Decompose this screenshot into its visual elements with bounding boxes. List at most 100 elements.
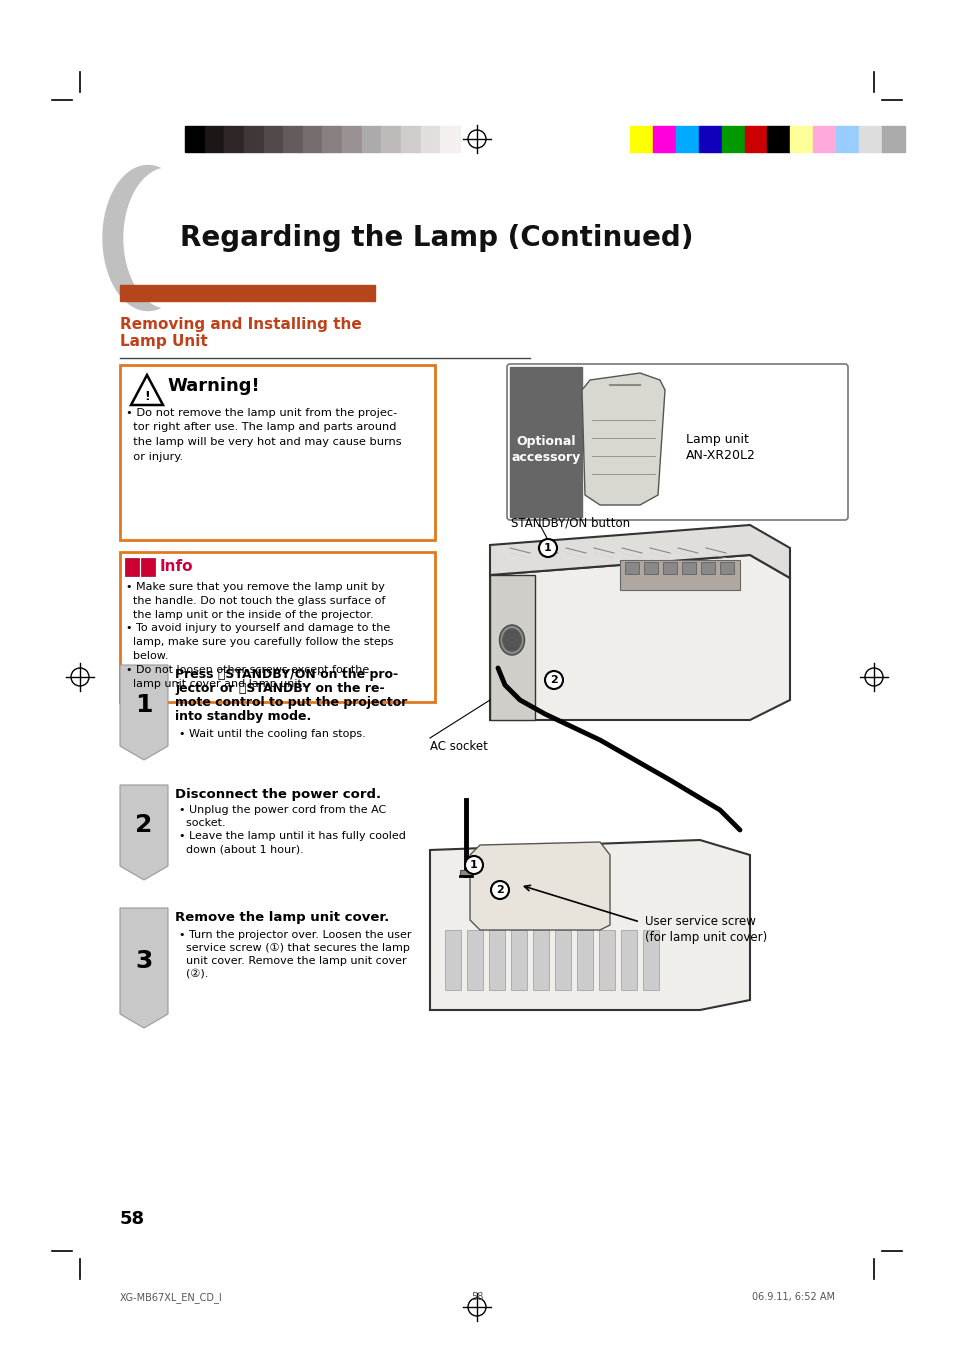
Text: 1: 1 (543, 543, 551, 553)
Bar (244, 126, 263, 153)
Bar (283, 126, 302, 153)
Text: tor right after use. The lamp and parts around: tor right after use. The lamp and parts … (126, 423, 396, 432)
Circle shape (491, 881, 509, 898)
Circle shape (464, 857, 482, 874)
Bar (467, 929, 482, 990)
Bar (598, 929, 615, 990)
Text: mote control to put the projector: mote control to put the projector (174, 696, 407, 709)
Bar (302, 126, 322, 153)
Bar (224, 126, 244, 153)
Text: • Unplug the power cord from the AC: • Unplug the power cord from the AC (179, 805, 386, 815)
Text: the lamp will be very hot and may cause burns: the lamp will be very hot and may cause … (126, 436, 401, 447)
Text: • Wait until the cooling fan stops.: • Wait until the cooling fan stops. (179, 730, 365, 739)
Bar (555, 929, 571, 990)
Text: • To avoid injury to yourself and damage to the: • To avoid injury to yourself and damage… (126, 623, 390, 634)
Text: • Make sure that you remove the lamp unit by: • Make sure that you remove the lamp uni… (126, 582, 384, 592)
Bar (400, 126, 420, 153)
Bar (420, 126, 440, 153)
Text: socket.: socket. (179, 817, 226, 828)
Text: Press ⓈSTANDBY/ON on the pro-: Press ⓈSTANDBY/ON on the pro- (174, 667, 397, 681)
Bar (440, 126, 459, 153)
Text: • Leave the lamp until it has fully cooled: • Leave the lamp until it has fully cool… (179, 831, 405, 842)
Polygon shape (490, 555, 789, 720)
Bar (859, 126, 882, 153)
Bar (652, 126, 675, 153)
Circle shape (538, 539, 557, 557)
Bar (882, 126, 904, 153)
Text: XG-MB67XL_EN_CD_I: XG-MB67XL_EN_CD_I (120, 1292, 222, 1302)
Text: 3: 3 (135, 948, 152, 973)
Bar (205, 126, 224, 153)
Text: Regarding the Lamp (Continued): Regarding the Lamp (Continued) (180, 224, 693, 253)
Text: unit cover. Remove the lamp unit cover: unit cover. Remove the lamp unit cover (179, 957, 406, 966)
Bar (120, 285, 375, 301)
Text: accessory: accessory (511, 450, 580, 463)
Polygon shape (470, 842, 609, 929)
Text: the handle. Do not touch the glass surface of: the handle. Do not touch the glass surfa… (126, 596, 385, 605)
Text: • Do not remove the lamp unit from the projec-: • Do not remove the lamp unit from the p… (126, 408, 396, 417)
Text: • Turn the projector over. Loosen the user: • Turn the projector over. Loosen the us… (179, 929, 411, 940)
Ellipse shape (502, 630, 520, 651)
Bar (681, 562, 696, 574)
Bar (620, 929, 637, 990)
Bar (629, 126, 652, 153)
Text: Disconnect the power cord.: Disconnect the power cord. (174, 788, 381, 801)
Polygon shape (120, 665, 168, 761)
Bar (698, 126, 720, 153)
Bar (836, 126, 859, 153)
Bar (185, 126, 205, 153)
Text: down (about 1 hour).: down (about 1 hour). (179, 844, 303, 854)
Ellipse shape (499, 626, 524, 655)
Bar (743, 126, 767, 153)
Bar (342, 126, 361, 153)
Text: below.: below. (126, 651, 169, 661)
FancyBboxPatch shape (120, 365, 435, 540)
Text: service screw (①) that secures the lamp: service screw (①) that secures the lamp (179, 943, 410, 952)
Text: • Do not loosen other screws except for the: • Do not loosen other screws except for … (126, 665, 369, 674)
FancyBboxPatch shape (506, 363, 847, 520)
Text: AC socket: AC socket (430, 740, 487, 753)
Text: into standby mode.: into standby mode. (174, 711, 311, 723)
Text: or injury.: or injury. (126, 451, 183, 462)
Polygon shape (490, 526, 789, 578)
Polygon shape (120, 785, 168, 880)
FancyBboxPatch shape (120, 553, 435, 703)
Text: lamp unit cover and lamp unit.: lamp unit cover and lamp unit. (126, 678, 305, 689)
Bar (141, 558, 154, 576)
Text: 2: 2 (550, 676, 558, 685)
Bar (675, 126, 698, 153)
Text: STANDBY/ON button: STANDBY/ON button (511, 516, 630, 530)
Bar (577, 929, 593, 990)
Bar (619, 561, 740, 590)
Polygon shape (581, 373, 664, 505)
Text: 2: 2 (135, 813, 152, 838)
Text: !: ! (144, 389, 150, 403)
Polygon shape (131, 376, 163, 405)
Text: Remove the lamp unit cover.: Remove the lamp unit cover. (174, 911, 389, 924)
Polygon shape (430, 840, 749, 1011)
Text: Lamp unit: Lamp unit (685, 434, 748, 446)
Bar (361, 126, 381, 153)
Polygon shape (120, 908, 168, 1028)
Text: lamp, make sure you carefully follow the steps: lamp, make sure you carefully follow the… (126, 638, 393, 647)
Text: 06.9.11, 6:52 AM: 06.9.11, 6:52 AM (751, 1292, 834, 1302)
Text: User service screw: User service screw (644, 915, 755, 928)
Text: (for lamp unit cover): (for lamp unit cover) (644, 931, 766, 944)
Bar (642, 929, 659, 990)
Circle shape (544, 671, 562, 689)
Text: the lamp unit or the inside of the projector.: the lamp unit or the inside of the proje… (126, 609, 374, 620)
Bar (444, 929, 460, 990)
Bar (624, 562, 639, 574)
Text: Info: Info (160, 559, 193, 574)
Text: (②).: (②). (179, 969, 208, 979)
Bar (533, 929, 548, 990)
Bar (489, 929, 504, 990)
Text: jector or ⓈSTANDBY on the re-: jector or ⓈSTANDBY on the re- (174, 682, 384, 694)
Bar (322, 126, 342, 153)
Text: AN-XR20L2: AN-XR20L2 (685, 449, 755, 462)
Bar (511, 929, 526, 990)
Text: 2: 2 (496, 885, 503, 894)
Bar (813, 126, 836, 153)
Polygon shape (490, 576, 535, 720)
Text: 1: 1 (470, 861, 477, 870)
